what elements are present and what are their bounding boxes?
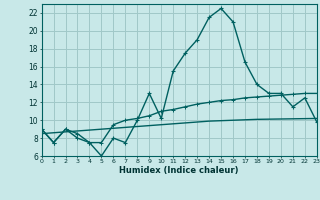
X-axis label: Humidex (Indice chaleur): Humidex (Indice chaleur) xyxy=(119,166,239,175)
